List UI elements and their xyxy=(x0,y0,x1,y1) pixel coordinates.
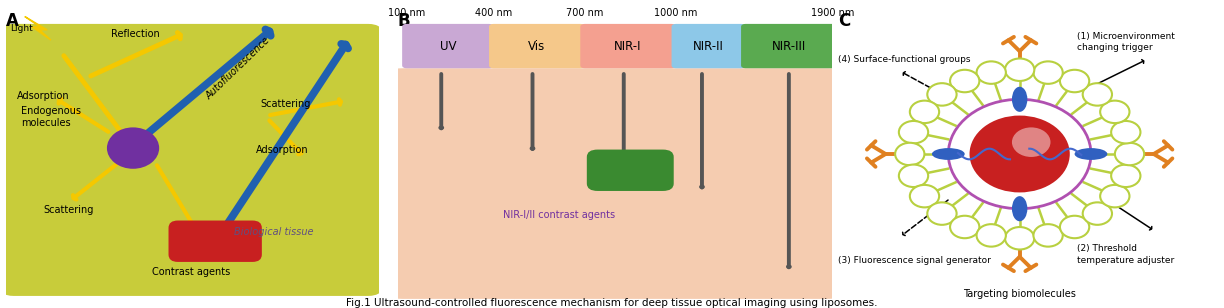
FancyBboxPatch shape xyxy=(586,150,673,191)
Text: (4) Surface-functional groups: (4) Surface-functional groups xyxy=(838,55,971,64)
Text: Contrast agents: Contrast agents xyxy=(152,267,230,277)
Circle shape xyxy=(1012,128,1050,157)
Ellipse shape xyxy=(1075,148,1108,160)
Text: Autofluorescence: Autofluorescence xyxy=(204,35,272,101)
Circle shape xyxy=(898,121,928,144)
Text: NIR-I/II contrast agents: NIR-I/II contrast agents xyxy=(503,210,614,220)
Text: Adsorption: Adsorption xyxy=(256,144,308,155)
Polygon shape xyxy=(24,17,51,40)
Circle shape xyxy=(950,70,979,92)
FancyBboxPatch shape xyxy=(384,68,846,299)
FancyBboxPatch shape xyxy=(672,24,745,68)
Circle shape xyxy=(928,83,957,106)
Circle shape xyxy=(909,101,939,123)
Text: Scattering: Scattering xyxy=(44,205,94,215)
Text: NIR-III: NIR-III xyxy=(772,39,805,53)
Text: (3) Fluorescence signal generator: (3) Fluorescence signal generator xyxy=(838,256,991,265)
Circle shape xyxy=(1083,83,1113,106)
Text: Scattering: Scattering xyxy=(259,99,311,109)
Ellipse shape xyxy=(1012,87,1027,112)
Text: Targeting biomolecules: Targeting biomolecules xyxy=(963,289,1076,299)
FancyBboxPatch shape xyxy=(741,24,837,68)
Text: 100 nm: 100 nm xyxy=(388,8,425,18)
Circle shape xyxy=(1005,227,1034,249)
FancyBboxPatch shape xyxy=(490,24,585,68)
Circle shape xyxy=(1111,164,1141,187)
Circle shape xyxy=(977,61,1006,84)
Text: Biological tissue: Biological tissue xyxy=(234,227,313,237)
Circle shape xyxy=(898,164,928,187)
Circle shape xyxy=(1100,185,1130,207)
Text: Endogenous
molecules: Endogenous molecules xyxy=(21,106,81,128)
Circle shape xyxy=(977,224,1006,247)
Text: Vis: Vis xyxy=(529,39,546,53)
FancyBboxPatch shape xyxy=(403,24,493,68)
Circle shape xyxy=(1060,70,1089,92)
Text: NIR-II: NIR-II xyxy=(693,39,723,53)
Text: A: A xyxy=(6,12,20,30)
Ellipse shape xyxy=(1012,196,1027,221)
Circle shape xyxy=(928,202,957,225)
Text: 400 nm: 400 nm xyxy=(475,8,512,18)
Circle shape xyxy=(1083,202,1113,225)
Text: Adsorption: Adsorption xyxy=(17,91,70,101)
Circle shape xyxy=(1033,61,1062,84)
FancyBboxPatch shape xyxy=(169,221,262,262)
Circle shape xyxy=(1060,216,1089,238)
Ellipse shape xyxy=(931,148,965,160)
Circle shape xyxy=(1115,143,1144,165)
Text: B: B xyxy=(398,12,410,30)
Text: Light: Light xyxy=(10,24,33,33)
Text: C: C xyxy=(838,12,851,30)
Text: 1000 nm: 1000 nm xyxy=(654,8,698,18)
FancyBboxPatch shape xyxy=(580,24,676,68)
Circle shape xyxy=(950,216,979,238)
Text: NIR-I: NIR-I xyxy=(614,39,641,53)
Text: (2) Threshold
temperature adjuster: (2) Threshold temperature adjuster xyxy=(1077,245,1175,265)
FancyBboxPatch shape xyxy=(0,24,383,296)
Circle shape xyxy=(1100,101,1130,123)
Circle shape xyxy=(969,116,1070,192)
Circle shape xyxy=(1033,224,1062,247)
Text: UV: UV xyxy=(439,39,457,53)
Circle shape xyxy=(909,185,939,207)
Text: (1) Microenvironment
changing trigger: (1) Microenvironment changing trigger xyxy=(1077,32,1175,52)
Circle shape xyxy=(1111,121,1141,144)
Text: 1900 nm: 1900 nm xyxy=(810,8,854,18)
Text: 700 nm: 700 nm xyxy=(565,8,603,18)
Circle shape xyxy=(106,128,159,169)
Circle shape xyxy=(949,99,1091,209)
Text: Fig.1 Ultrasound-controlled fluorescence mechanism for deep tissue optical imagi: Fig.1 Ultrasound-controlled fluorescence… xyxy=(346,298,878,308)
Circle shape xyxy=(1005,59,1034,81)
Circle shape xyxy=(895,143,924,165)
Text: Reflection: Reflection xyxy=(110,29,159,39)
